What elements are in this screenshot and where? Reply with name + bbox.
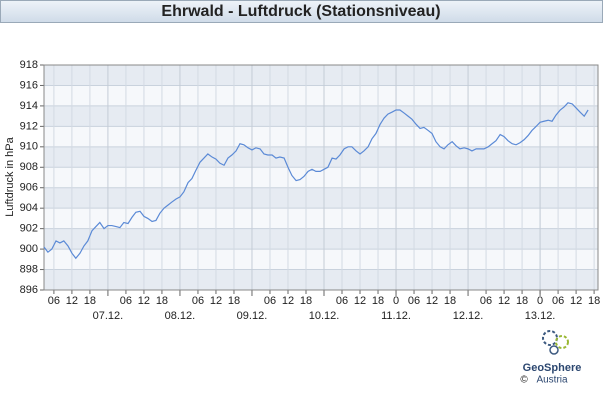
grid-band xyxy=(44,269,598,290)
y-tick-label: 914 xyxy=(20,100,38,112)
date-label: 07.12. xyxy=(93,310,124,322)
logo-icon xyxy=(549,345,559,355)
date-label: 08.12. xyxy=(165,310,196,322)
copyright: © xyxy=(520,375,528,386)
date-label: 13.12. xyxy=(525,310,556,322)
x-tick-label: 12 xyxy=(498,295,510,307)
date-label: 12.12. xyxy=(453,310,484,322)
x-tick-label: 06 xyxy=(120,295,132,307)
y-tick-label: 898 xyxy=(20,263,38,275)
plot-border xyxy=(43,64,599,291)
x-tick-label: 06 xyxy=(480,295,492,307)
y-tick-label: 896 xyxy=(20,284,38,296)
x-tick-label: 12 xyxy=(570,295,582,307)
logo-sub: Austria xyxy=(536,375,568,386)
grid-band xyxy=(44,146,598,168)
logo-icon xyxy=(555,335,569,349)
grid-band xyxy=(44,105,598,127)
x-tick-label: 06 xyxy=(264,295,276,307)
y-tick-label: 900 xyxy=(20,243,38,255)
chart-title: Ehrwald - Luftdruck (Stationsniveau) xyxy=(161,3,440,20)
x-tick-label: 18 xyxy=(372,295,384,307)
x-tick-label: 18 xyxy=(300,295,312,307)
grid-band xyxy=(44,187,598,209)
y-tick-label: 904 xyxy=(20,202,38,214)
date-label: 10.12. xyxy=(309,310,340,322)
x-tick-label: 12 xyxy=(138,295,150,307)
x-tick-label: 06 xyxy=(552,295,564,307)
y-tick-label: 910 xyxy=(20,141,38,153)
y-axis-label: Luftdruck in hPa xyxy=(4,136,16,216)
plot-area: 896 898 900 902 904 906 908 910 912 914 916 918 06 12… xyxy=(20,59,601,322)
x-tick-label: 18 xyxy=(156,295,168,307)
logo xyxy=(542,330,569,355)
x-tick-label: 12 xyxy=(210,295,222,307)
grid-band xyxy=(44,65,598,86)
x-tick-label: 18 xyxy=(516,295,528,307)
logo-icon xyxy=(542,330,558,346)
date-label: 09.12. xyxy=(237,310,268,322)
y-tick-label: 912 xyxy=(20,120,38,132)
x-tick-label: 18 xyxy=(588,295,600,307)
x-tick-label: 06 xyxy=(408,295,420,307)
x-tick-label: 18 xyxy=(228,295,240,307)
y-tick-label: 908 xyxy=(20,161,38,173)
x-tick-label: 12 xyxy=(66,295,78,307)
logo-name: GeoSphere xyxy=(523,362,582,374)
y-tick-label: 902 xyxy=(20,223,38,235)
data-line xyxy=(43,102,589,260)
plot-background xyxy=(44,65,598,290)
x-tick-label: 18 xyxy=(84,295,96,307)
x-tick-label: 06 xyxy=(48,295,60,307)
x-tick-label: 18 xyxy=(444,295,456,307)
x-tick-label: 12 xyxy=(426,295,438,307)
x-tick-label: 0 xyxy=(393,295,399,307)
y-tick-label: 916 xyxy=(20,79,38,91)
x-tick-label: 0 xyxy=(537,295,543,307)
x-tick-label: 06 xyxy=(192,295,204,307)
x-tick-label: 12 xyxy=(354,295,366,307)
x-tick-label: 06 xyxy=(336,295,348,307)
x-tick-label: 12 xyxy=(282,295,294,307)
y-tick-label: 918 xyxy=(20,59,38,71)
date-label: 11.12. xyxy=(381,310,411,322)
y-tick-label: 906 xyxy=(20,182,38,194)
grid-band xyxy=(44,228,598,250)
